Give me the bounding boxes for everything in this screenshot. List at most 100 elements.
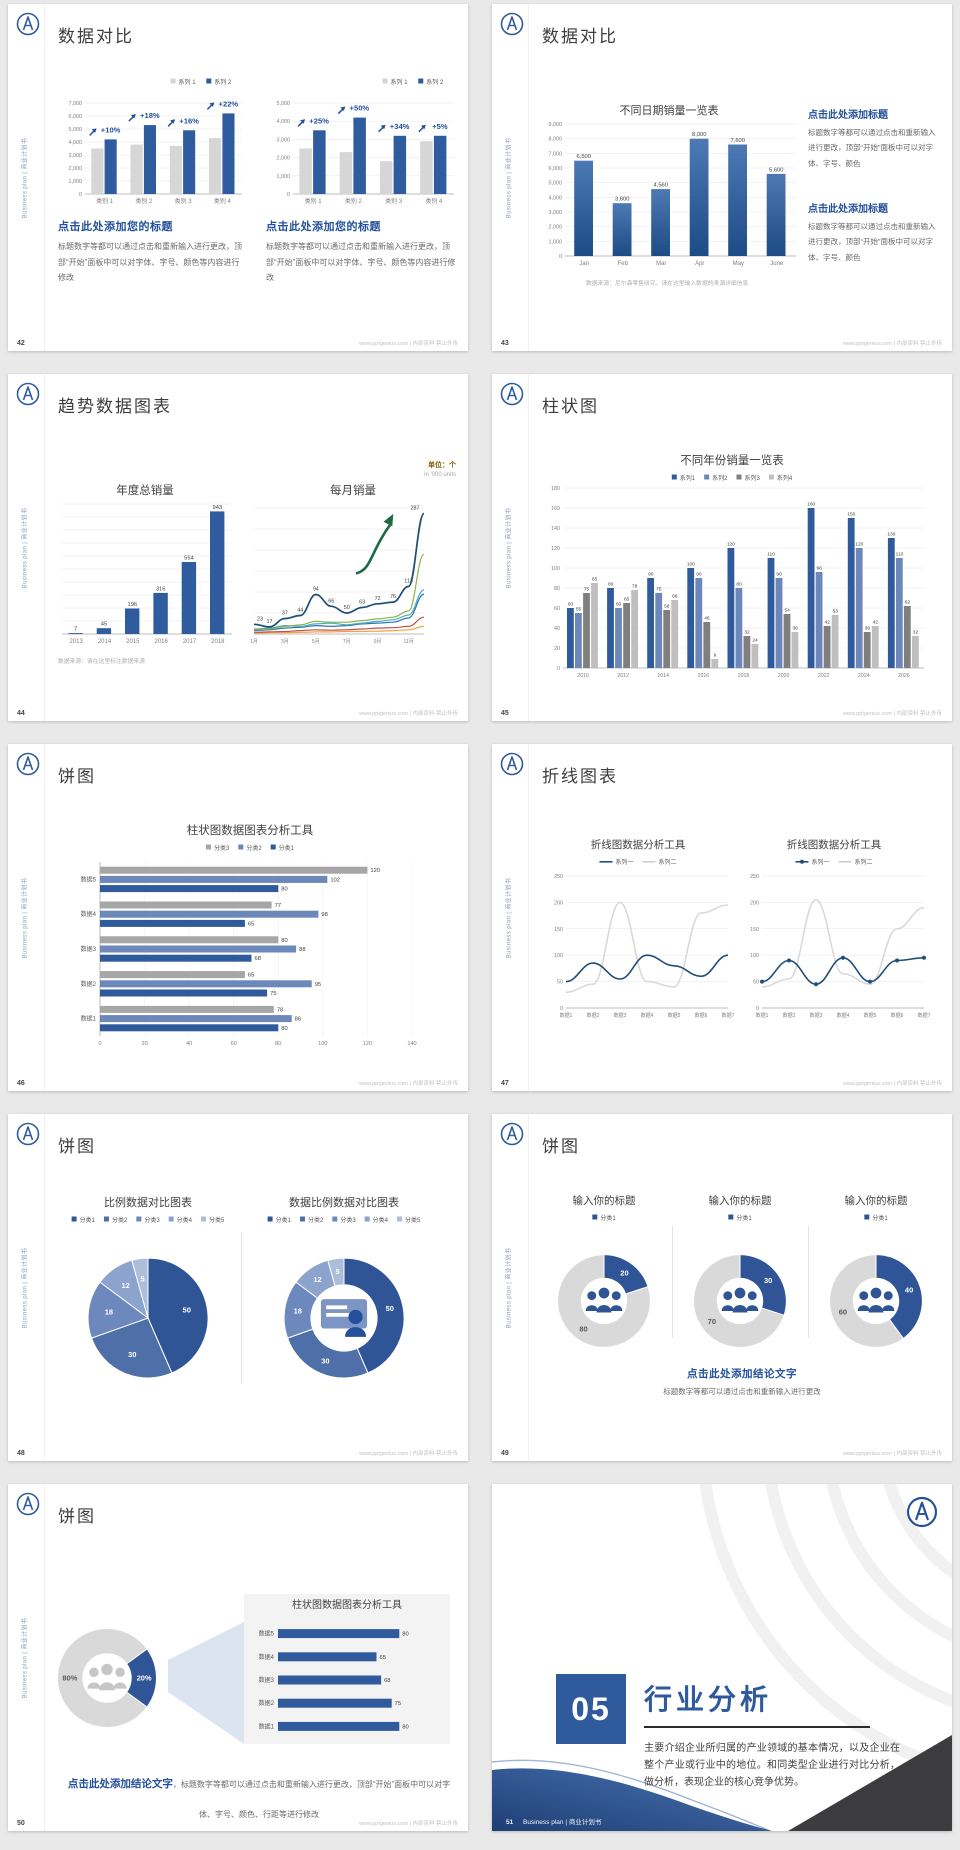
svg-text:160: 160 <box>807 502 815 508</box>
svg-text:分类1: 分类1 <box>736 1214 752 1222</box>
svg-text:100: 100 <box>551 566 560 572</box>
svg-text:50: 50 <box>386 1304 394 1313</box>
svg-text:17: 17 <box>266 619 272 625</box>
svg-text:3,000: 3,000 <box>549 210 563 216</box>
svg-text:系列一: 系列一 <box>616 858 634 866</box>
svg-text:9月: 9月 <box>374 639 382 645</box>
svg-text:4,000: 4,000 <box>69 140 83 146</box>
slide-title: 饼图 <box>58 767 96 786</box>
brand-logo-icon <box>16 1122 40 1146</box>
donut-chart: 20% 80% <box>48 1616 166 1739</box>
brand-logo-icon <box>500 1122 524 1146</box>
svg-text:20: 20 <box>620 1268 628 1277</box>
sidebar-caption: Business plan | 商业计划书 <box>22 1617 29 1698</box>
svg-text:30: 30 <box>321 1356 329 1365</box>
sidebar-caption: Business plan | 商业计划书 <box>22 137 29 218</box>
block-heading: 点击此处添加标题 <box>808 110 888 121</box>
svg-text:2022: 2022 <box>818 673 830 679</box>
svg-text:0: 0 <box>98 1041 101 1047</box>
annual-sales-bar-chart: 年度总销量 7 45 196 316 554 943 2013 2014 2015 2016 2017… <box>54 480 236 653</box>
slide-46: Business plan | 商业计划书 饼图 柱状图数据图表分析工具 分类3 分… <box>8 744 468 1091</box>
page-number: 47 <box>501 1080 509 1087</box>
svg-text:80: 80 <box>579 1325 587 1334</box>
svg-text:68: 68 <box>384 1678 390 1684</box>
page-number: 43 <box>501 340 509 347</box>
svg-text:数据4: 数据4 <box>837 1012 850 1019</box>
svg-text:分类1: 分类1 <box>600 1214 616 1222</box>
svg-text:柱状图数据图表分析工具: 柱状图数据图表分析工具 <box>292 1598 402 1611</box>
svg-text:3,000: 3,000 <box>277 137 291 143</box>
svg-text:44: 44 <box>297 608 303 614</box>
svg-text:系列1: 系列1 <box>680 474 696 482</box>
svg-text:98: 98 <box>321 912 327 918</box>
svg-text:7,000: 7,000 <box>549 151 563 157</box>
brand-logo-icon <box>16 752 40 776</box>
svg-text:类别 3: 类别 3 <box>175 197 193 205</box>
svg-text:Mar: Mar <box>656 261 666 267</box>
svg-text:60: 60 <box>616 602 622 608</box>
pie-chart: 比例数据对比图表 分类1 分类2 分类3 分类4 分类5 50 30 18 12 5 <box>52 1192 244 1409</box>
svg-text:65: 65 <box>248 921 254 927</box>
svg-text:类别 1: 类别 1 <box>305 197 323 205</box>
svg-text:数据3: 数据3 <box>614 1012 627 1019</box>
svg-text:90: 90 <box>648 572 654 578</box>
slide-47: Business plan | 商业计划书 折线图表 折线图数据分析工具 系列一 系… <box>492 744 952 1091</box>
section-number: 05 <box>556 1674 626 1744</box>
svg-text:7,000: 7,000 <box>69 101 83 107</box>
svg-text:2010: 2010 <box>577 673 589 679</box>
svg-text:20: 20 <box>554 646 560 652</box>
svg-text:20%: 20% <box>137 1674 152 1683</box>
svg-text:18: 18 <box>105 1308 113 1317</box>
svg-text:120: 120 <box>363 1041 372 1047</box>
svg-text:5: 5 <box>336 1267 340 1276</box>
svg-text:50: 50 <box>557 980 563 986</box>
block-body: 标题数字等都可以通过点击和重新输入进行更改，顶部“开始”面板中可以对字体、字号、… <box>808 222 936 262</box>
page-number: 50 <box>17 1820 25 1827</box>
block-heading: 点击此处添加标题 <box>808 204 888 215</box>
slide-title: 折线图表 <box>542 767 618 786</box>
svg-text:32: 32 <box>744 630 750 636</box>
svg-text:250: 250 <box>554 874 563 880</box>
svg-text:系列 2: 系列 2 <box>426 78 444 86</box>
data-source-note: 数据来源：尼尔森零售研究，请在这里输入数据的来源详细信息 <box>586 281 749 287</box>
svg-text:63: 63 <box>359 600 365 606</box>
svg-text:37: 37 <box>282 610 288 616</box>
svg-text:数据7: 数据7 <box>918 1012 930 1019</box>
svg-text:输入你的标题: 输入你的标题 <box>573 1194 636 1207</box>
svg-text:分类1: 分类1 <box>279 844 295 852</box>
svg-text:30: 30 <box>128 1350 136 1359</box>
brand-logo-icon <box>16 12 40 36</box>
svg-text:数据2: 数据2 <box>259 1699 275 1707</box>
sidebar-caption: Business plan | 商业计划书 <box>506 507 513 588</box>
svg-text:不同日期销量一览表: 不同日期销量一览表 <box>620 103 719 117</box>
svg-text:8,000: 8,000 <box>692 132 707 138</box>
sidebar-divider <box>44 1484 45 1831</box>
svg-text:+10%: +10% <box>101 125 121 134</box>
svg-text:130: 130 <box>887 532 895 538</box>
svg-text:80: 80 <box>554 586 560 592</box>
svg-text:0: 0 <box>756 1006 759 1012</box>
slide-44: Business plan | 商业计划书 趋势数据图表 单位：个 in '00… <box>8 374 468 721</box>
svg-text:9,000: 9,000 <box>549 122 563 128</box>
section-body: 主要介绍企业所归属的产业领域的基本情况，以及企业在整个产业或行业中的地位。和同类… <box>644 1743 900 1789</box>
svg-text:96: 96 <box>817 566 823 572</box>
block-heading: 点击此处添加您的标题 <box>58 221 173 233</box>
svg-text:1,000: 1,000 <box>277 174 291 180</box>
svg-text:0: 0 <box>287 192 290 198</box>
svg-text:50: 50 <box>183 1305 191 1314</box>
svg-text:+18%: +18% <box>140 111 160 120</box>
background-decoration <box>492 1484 952 1831</box>
sidebar-divider <box>528 374 529 721</box>
svg-text:120: 120 <box>855 542 863 548</box>
svg-text:60: 60 <box>839 1307 847 1316</box>
svg-text:分类3: 分类3 <box>144 1216 160 1224</box>
svg-text:3月: 3月 <box>281 639 289 645</box>
svg-text:85: 85 <box>592 577 598 583</box>
svg-text:输入你的标题: 输入你的标题 <box>709 1194 772 1207</box>
svg-text:5,600: 5,600 <box>769 167 784 173</box>
svg-text:折线图数据分析工具: 折线图数据分析工具 <box>787 838 882 851</box>
sidebar-caption: Business plan | 商业计划书 <box>22 507 29 588</box>
sidebar-divider <box>44 1114 45 1461</box>
svg-text:80: 80 <box>281 1026 287 1032</box>
svg-text:60: 60 <box>568 602 574 608</box>
